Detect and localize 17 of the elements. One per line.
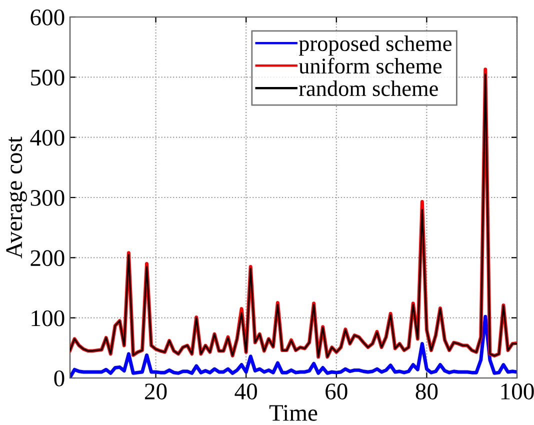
x-tick-label: 80 <box>416 384 438 400</box>
legend-label: uniform scheme <box>298 58 442 74</box>
y-tick-label: 0 <box>54 370 64 386</box>
y-tick-label: 300 <box>30 190 64 206</box>
x-axis-title: Time <box>269 405 318 421</box>
legend-label: proposed scheme <box>298 35 452 56</box>
y-tick-label: 100 <box>32 310 64 326</box>
y-tick-label: 500 <box>31 70 64 86</box>
y-axis-title: Average cost <box>6 136 27 258</box>
y-tick-label: 600 <box>30 9 64 26</box>
y-tick-label: 400 <box>30 130 64 146</box>
x-tick-label: 60 <box>326 384 348 400</box>
x-tick-label: 100 <box>501 384 534 400</box>
y-tick-label: 200 <box>30 250 64 266</box>
x-tick-label: 40 <box>234 384 257 400</box>
legend-label: random scheme <box>299 80 438 96</box>
x-tick-label: 20 <box>145 384 167 400</box>
